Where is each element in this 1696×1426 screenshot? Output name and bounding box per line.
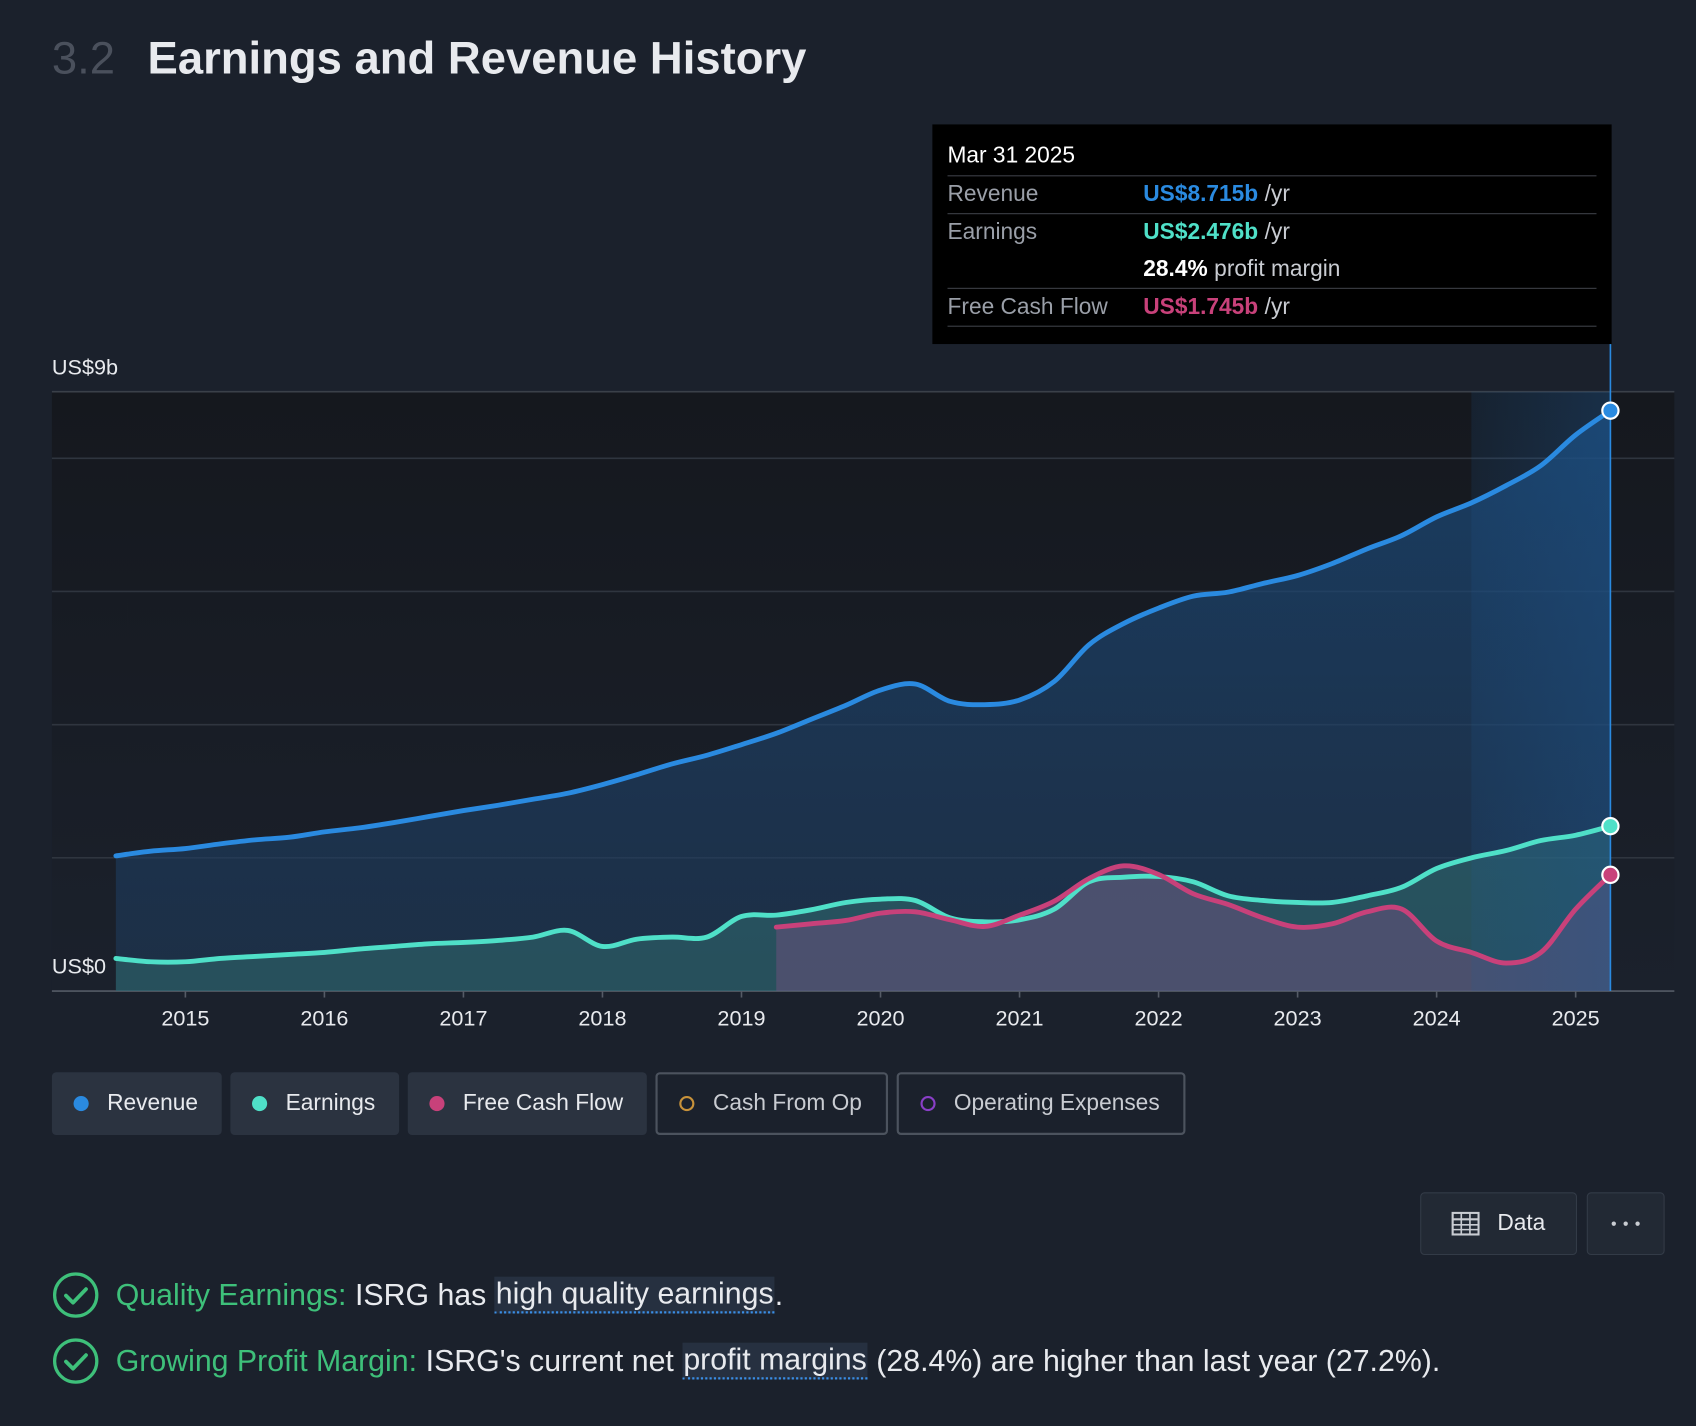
- insight-label: Quality Earnings:: [115, 1277, 347, 1312]
- y-tick-label: US$0: [52, 954, 106, 979]
- tooltip-row: 28.4% profit margin: [948, 251, 1597, 288]
- y-tick-label: US$9b: [52, 354, 118, 379]
- line: [113, 823, 1613, 965]
- title: Earnings and Revenue History: [147, 32, 807, 84]
- table-icon: [1451, 1211, 1481, 1236]
- tooltip: Mar 31 2025 Revenue US$8.715b/yr Earnings U…: [932, 124, 1612, 345]
- x-tick-label: 2018: [578, 1006, 626, 1031]
- tooltip-row: Earnings US$2.476b/yr: [947, 213, 1597, 251]
- tooltip-row: Revenue US$8.715b/yr: [947, 175, 1597, 213]
- insight-text: ISRG has: [355, 1277, 495, 1312]
- legend-label: Revenue: [107, 1090, 199, 1116]
- x-tick-label: 2015: [161, 1006, 209, 1031]
- tooltip-label: Revenue: [947, 181, 1039, 207]
- insight-text: .: [774, 1277, 784, 1312]
- tooltip-value: US$8.715b: [1143, 181, 1259, 207]
- insight-label: Growing Profit Margin:: [115, 1343, 418, 1378]
- x-tick-label: 2025: [1552, 1006, 1600, 1031]
- end-point: [1601, 865, 1620, 885]
- more-button[interactable]: [1586, 1192, 1665, 1256]
- insight-text: ISRG's current net: [425, 1343, 683, 1378]
- legend-button[interactable]: Operating Expenses: [896, 1072, 1186, 1135]
- legend-button[interactable]: Revenue: [51, 1072, 222, 1135]
- tooltip-unit: profit margin: [1214, 256, 1341, 282]
- data-button[interactable]: Data: [1420, 1192, 1578, 1256]
- legend-button[interactable]: Cash From Op: [655, 1072, 888, 1135]
- check-circle: [52, 1338, 99, 1384]
- legend-label: Operating Expenses: [953, 1090, 1160, 1116]
- tooltip-label: Earnings: [947, 219, 1038, 245]
- tooltip-row: Free Cash Flow US$1.745b/yr: [947, 287, 1597, 327]
- x-tick-label: 2020: [856, 1006, 904, 1031]
- area: [776, 865, 1611, 992]
- legend-label: Earnings: [285, 1090, 376, 1116]
- highlight-band: [1471, 391, 1611, 992]
- tooltip-unit: /yr: [1264, 181, 1290, 207]
- end-point: [1601, 401, 1620, 420]
- insight-link[interactable]: profit margins: [682, 1342, 868, 1380]
- more-icon: [1611, 1221, 1640, 1226]
- section-number: 3.2: [51, 32, 116, 84]
- x-tick-label: 2023: [1274, 1006, 1322, 1031]
- x-tick-label: 2019: [717, 1006, 765, 1031]
- line: [113, 408, 1613, 859]
- tooltip-label: Free Cash Flow: [947, 294, 1108, 320]
- legend-button[interactable]: Earnings: [230, 1072, 400, 1135]
- x-tick-label: 2016: [300, 1006, 348, 1031]
- data-button-label: Data: [1497, 1210, 1546, 1236]
- check-icon: [52, 1272, 99, 1318]
- area: [115, 410, 1611, 992]
- legend-button[interactable]: Free Cash Flow: [407, 1072, 648, 1135]
- tooltip-unit: /yr: [1264, 294, 1290, 320]
- legend-dot: [73, 1096, 89, 1112]
- check-circle: [52, 1272, 99, 1318]
- tooltip-unit: /yr: [1264, 219, 1290, 245]
- area: [115, 826, 1611, 992]
- legend-label: Cash From Op: [712, 1090, 862, 1116]
- insight-link[interactable]: high quality earnings: [494, 1276, 775, 1314]
- check-mark: [64, 1287, 88, 1305]
- tooltip-value: US$2.476b: [1143, 219, 1259, 245]
- chart: US$0 US$9b 2015 2016 2017 2018 2019 2020 2021 202…: [52, 344, 1675, 1031]
- insight-text: (28.4%) are higher than last year (27.2%…: [867, 1343, 1441, 1378]
- end-point: [1601, 816, 1620, 836]
- insight: Quality Earnings: ISRG has high quality e…: [52, 1271, 783, 1319]
- legend-dot: [429, 1096, 445, 1112]
- insight: Growing Profit Margin: ISRG's current net…: [52, 1337, 1440, 1385]
- check-mark: [64, 1353, 88, 1371]
- section-title: 3.2 Earnings and Revenue History: [52, 32, 807, 84]
- legend-dot: [252, 1096, 268, 1112]
- tooltip-label: [948, 251, 1144, 288]
- x-tick-label: 2024: [1413, 1006, 1461, 1031]
- tooltip-value: US$1.745b: [1143, 294, 1259, 320]
- line: [773, 863, 1613, 966]
- x-tick-label: 2021: [995, 1006, 1043, 1031]
- legend-dot: [679, 1096, 695, 1112]
- x-tick-label: 2017: [439, 1006, 487, 1031]
- check-icon: [52, 1338, 99, 1384]
- legend: Revenue Earnings Free Cash Flow Cash From O…: [51, 1072, 1186, 1135]
- legend-dot: [920, 1096, 936, 1112]
- legend-label: Free Cash Flow: [462, 1090, 624, 1116]
- tooltip-date: Mar 31 2025: [947, 142, 1076, 168]
- x-tick-label: 2022: [1135, 1006, 1183, 1031]
- tooltip-value: 28.4%: [1143, 256, 1208, 282]
